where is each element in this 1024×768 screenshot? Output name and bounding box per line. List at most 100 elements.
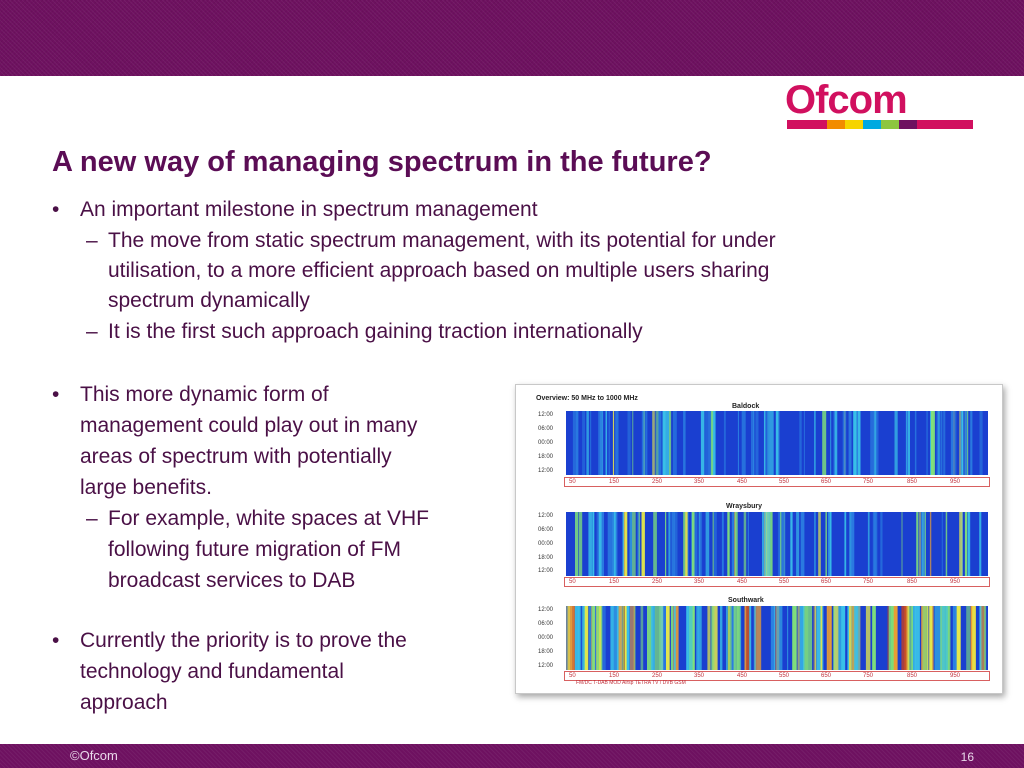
spectrum-band-mark — [962, 411, 964, 475]
spectrum-band-mark — [586, 411, 589, 475]
spectrum-band-mark — [590, 512, 594, 576]
x-axis-wraysbury: 50 150 250 350 450 550 650 750 850 950 — [564, 577, 990, 587]
time-label: 00:00 — [538, 635, 554, 641]
x-axis-southwark: 50 150 250 350 450 550 650 750 850 950 — [564, 671, 990, 681]
x-tick: 550 — [779, 579, 790, 585]
spectrum-band-mark — [904, 606, 909, 670]
spectrum-band-mark — [926, 411, 928, 475]
spectrum-band-mark — [710, 606, 715, 670]
time-label: 06:00 — [538, 621, 554, 627]
spectrum-band-mark — [803, 606, 809, 670]
logo-stripe-segment — [787, 120, 827, 129]
spectrum-band-mark — [940, 411, 943, 475]
x-tick: 750 — [863, 479, 874, 485]
site-label-baldock: Baldock — [732, 403, 760, 410]
spectrum-band-mark — [838, 606, 845, 670]
logo-stripe-segment — [827, 120, 845, 129]
site-label-wraysbury: Wraysbury — [726, 503, 763, 510]
spectrum-band-mark — [873, 411, 877, 475]
spectrum-band-mark — [622, 512, 624, 576]
spectrum-band-mark — [584, 606, 589, 670]
spectrum-band-mark — [610, 512, 614, 576]
spectrum-band-mark — [834, 411, 838, 475]
spectrum-band-mark — [769, 512, 773, 576]
spectrum-band-mark — [848, 411, 852, 475]
spectrum-band-mark — [666, 411, 670, 475]
bullet-2-line-2: management could play out in many — [80, 414, 418, 437]
spectrum-band-mark — [814, 411, 816, 475]
spectrum-band-mark — [953, 606, 955, 670]
spectrum-band-mark — [588, 512, 592, 576]
x-tick: 250 — [652, 579, 663, 585]
spectrum-band-mark — [568, 606, 573, 670]
spectrum-band-mark — [980, 606, 982, 670]
spectrum-band-mark — [654, 606, 661, 670]
spectrum-band-mark — [872, 606, 876, 670]
spectrum-band-mark — [655, 411, 659, 475]
spectrum-band-mark — [911, 606, 913, 670]
spectrum-band-mark — [873, 512, 878, 576]
spectrum-band-mark — [612, 512, 616, 576]
spectrum-band-mark — [808, 606, 813, 670]
spectrum-band-mark — [816, 606, 822, 670]
logo-stripe-segment — [881, 120, 899, 129]
spectrum-band-mark — [767, 411, 770, 475]
spectrum-band-mark — [687, 512, 689, 576]
spectrum-band-mark — [797, 606, 800, 670]
spectrum-band-mark — [830, 411, 832, 475]
spectrum-band-mark — [638, 512, 641, 576]
spectrum-band-mark — [659, 606, 664, 670]
spectrum-band-mark — [945, 512, 948, 576]
site-label-southwark: Southwark — [728, 597, 764, 604]
spectrum-band-mark — [666, 606, 670, 670]
spectrum-band-mark — [854, 606, 861, 670]
spectrum-band-mark — [814, 512, 816, 576]
spectrum-band-mark — [874, 411, 879, 475]
bullet-2-line-1: This more dynamic form of — [80, 383, 329, 406]
spectrum-band-mark — [720, 606, 723, 670]
spectrum-band-mark — [697, 606, 702, 670]
spectrum-waterfall-figure: Overview: 50 MHz to 1000 MHz Baldock 12:… — [515, 384, 1003, 694]
spectrum-band-mark — [650, 606, 655, 670]
spectrum-band-mark — [615, 411, 619, 475]
spectrum-band-mark — [966, 411, 968, 475]
spectrum-band-mark — [825, 512, 827, 576]
spectrum-band-mark — [822, 411, 827, 475]
spectrum-band-mark — [887, 606, 890, 670]
spectrum-band-mark — [673, 606, 679, 670]
spectrum-band-mark — [764, 411, 766, 475]
x-tick: 650 — [821, 479, 832, 485]
spectrum-band-mark — [705, 512, 710, 576]
logo-stripe-segment — [863, 120, 881, 129]
spectrum-band-mark — [818, 512, 821, 576]
spectrum-band-mark — [919, 512, 921, 576]
spectrum-band-mark — [581, 606, 586, 670]
logo-wordmark: Ofcom — [785, 78, 908, 122]
spectrum-band-mark — [778, 411, 780, 475]
spectrum-band-mark — [753, 606, 756, 670]
spectrum-band-mark — [959, 512, 963, 576]
spectrum-band-mark — [612, 606, 618, 670]
spectrum-band-mark — [820, 606, 823, 670]
x-tick: 350 — [694, 579, 705, 585]
spectrum-band-mark — [727, 512, 730, 576]
time-label: 18:00 — [538, 649, 554, 655]
spectrum-band-mark — [800, 512, 805, 576]
header-band — [0, 0, 1024, 76]
spectrum-band-mark — [963, 411, 967, 475]
logo-stripe-segment — [899, 120, 917, 129]
bullet-2-line-3: areas of spectrum with potentially — [80, 445, 392, 468]
spectrum-band-mark — [953, 606, 957, 670]
spectrum-band-mark — [626, 606, 630, 670]
spectrum-band-mark — [596, 606, 599, 670]
spectrum-band-mark — [673, 512, 678, 576]
spectrum-band-mark — [961, 411, 963, 475]
waterfall-southwark — [566, 606, 988, 670]
spectrum-band-mark — [574, 606, 580, 670]
spectrum-band-mark — [592, 512, 595, 576]
spectrum-band-mark — [712, 606, 718, 670]
spectrum-band-mark — [847, 606, 849, 670]
spectrum-band-mark — [566, 606, 571, 670]
spectrum-band-mark — [575, 512, 579, 576]
spectrum-band-mark — [623, 512, 626, 576]
